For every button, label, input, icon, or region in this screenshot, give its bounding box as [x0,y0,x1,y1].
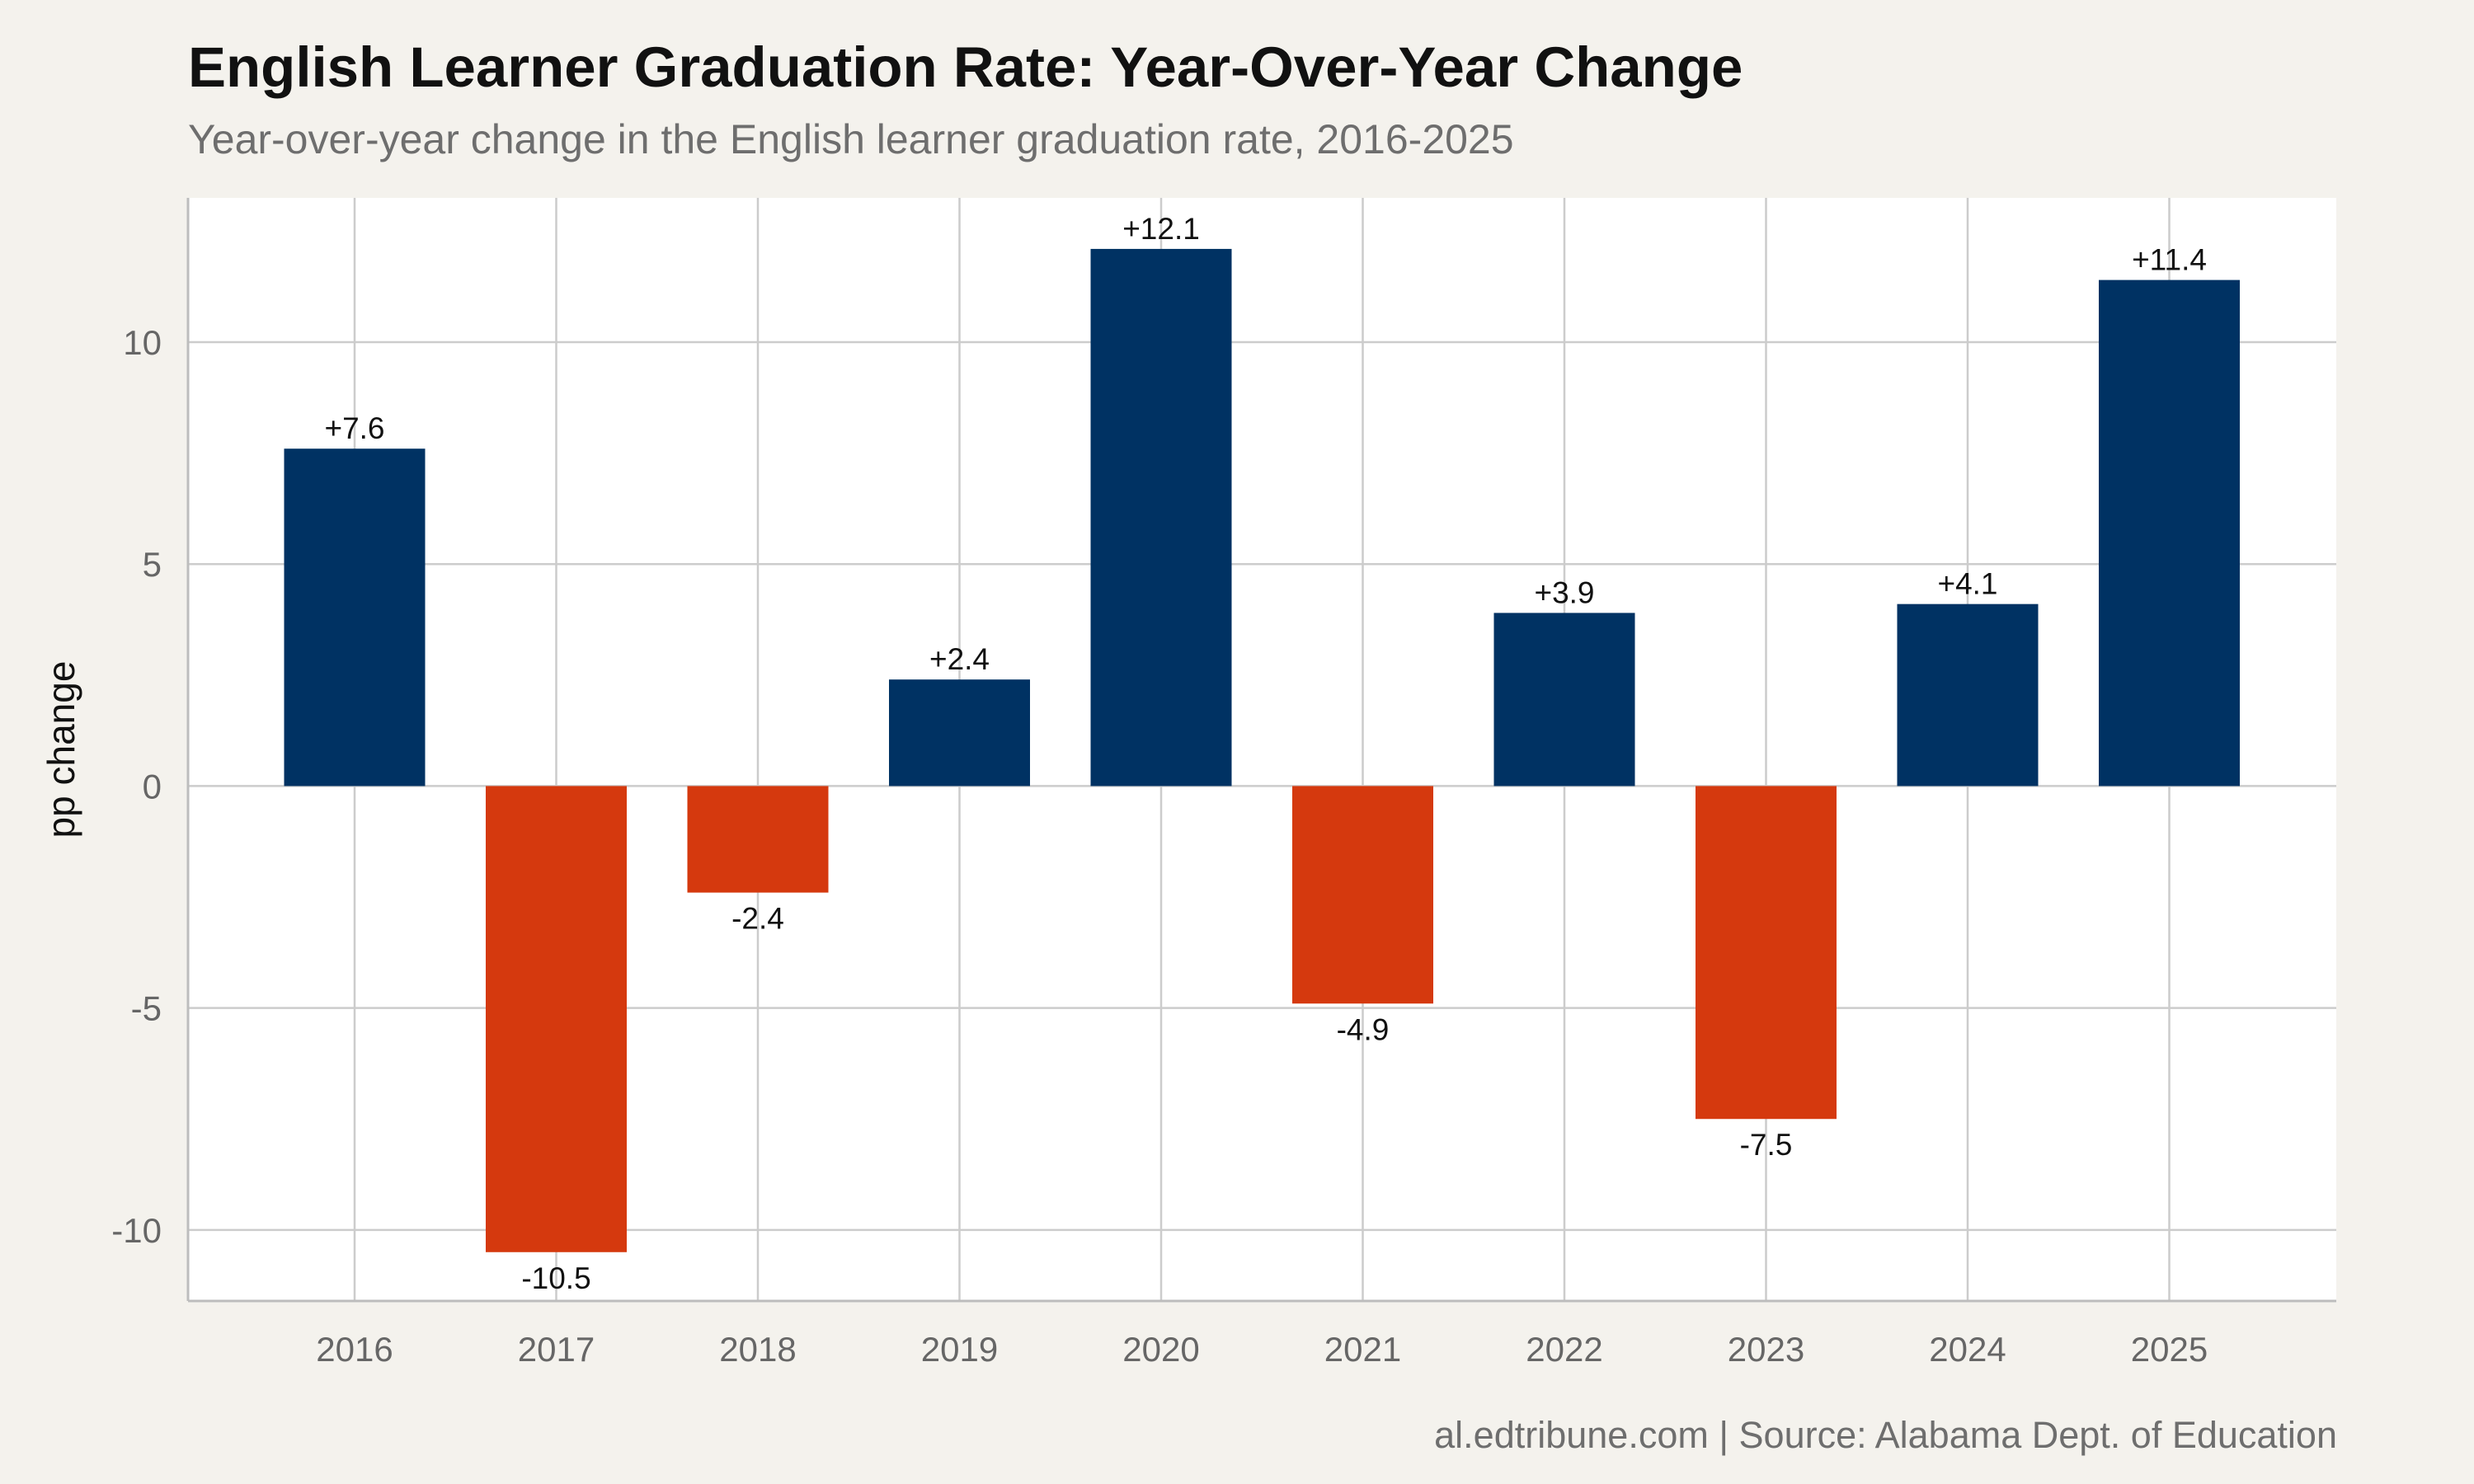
x-tick-label: 2024 [1929,1330,2006,1369]
bar-2018 [687,786,829,893]
bar-2024 [1897,603,2039,787]
x-tick-labels: 2016 2017 2018 2019 2020 2021 2022 2023 2024 2025 [316,1330,2208,1369]
bar-2025 [2099,279,2240,787]
bar-2022 [1493,613,1635,787]
data-label-2025: +11.4 [2132,243,2207,277]
chart-subtitle: Year-over-year change in the English lea… [188,116,1514,162]
x-tick-label: 2020 [1122,1330,1199,1369]
bars [284,248,2240,1252]
data-label-2018: -2.4 [731,902,784,936]
y-tick-label: -5 [131,989,162,1028]
source-caption: al.edtribune.com | Source: Alabama Dept.… [1434,1414,2337,1456]
data-labels: +7.6 -10.5 -2.4 +2.4 +12.1 -4.9 +3.9 -7.5 +4.1 +1… [324,212,2206,1295]
x-tick-label: 2016 [316,1330,393,1369]
y-tick-label: -10 [111,1211,162,1250]
x-tick-label: 2017 [518,1330,595,1369]
bar-2021 [1292,786,1433,1004]
data-label-2017: -10.5 [521,1261,590,1295]
y-tick-label: 10 [123,323,162,362]
x-tick-label: 2025 [2131,1330,2208,1369]
x-tick-label: 2021 [1324,1330,1401,1369]
bar-2017 [486,786,627,1252]
x-tick-label: 2023 [1728,1330,1804,1369]
y-axis-title: pp change [40,661,82,838]
bar-2019 [889,679,1030,787]
data-label-2022: +3.9 [1534,575,1594,609]
bar-2023 [1696,786,1837,1120]
chart-title: English Learner Graduation Rate: Year-Ov… [188,35,1743,99]
data-label-2019: +2.4 [929,642,990,676]
axes [186,198,2336,1303]
y-tick-labels: -10 -5 0 5 10 [111,323,162,1250]
data-label-2021: -4.9 [1337,1012,1390,1046]
bar-2020 [1090,248,1232,787]
x-tick-label: 2018 [719,1330,796,1369]
data-label-2016: +7.6 [324,411,384,445]
data-label-2023: -7.5 [1740,1128,1793,1162]
data-label-2024: +4.1 [1937,567,1997,601]
y-tick-label: 5 [143,545,162,584]
x-tick-label: 2019 [921,1330,998,1369]
bar-2016 [284,448,426,787]
x-tick-label: 2022 [1526,1330,1602,1369]
y-tick-label: 0 [143,767,162,805]
data-label-2020: +12.1 [1122,212,1200,246]
